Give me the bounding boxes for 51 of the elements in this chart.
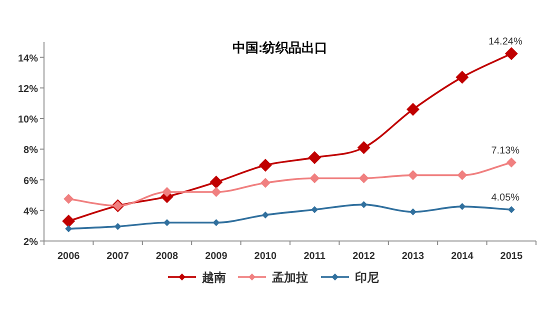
data-label: 14.24% [488, 36, 522, 48]
y-tick-label: 8% [24, 145, 38, 156]
point [360, 201, 368, 208]
x-tick-label: 2015 [500, 251, 523, 262]
point [260, 178, 270, 188]
x-tick-label: 2009 [205, 251, 228, 262]
point [311, 206, 318, 214]
y-tick-label: 12% [18, 84, 38, 95]
point [162, 187, 172, 198]
x-tick-label: 2013 [402, 251, 425, 262]
point [508, 206, 515, 214]
y-tick-label: 2% [24, 237, 38, 248]
point [64, 194, 74, 204]
point [210, 176, 223, 189]
point [408, 170, 418, 180]
point [458, 203, 466, 210]
point [456, 70, 469, 84]
x-tick-label: 2006 [57, 251, 80, 262]
x-tick-label: 2014 [451, 251, 474, 262]
point [258, 158, 272, 172]
point [406, 102, 420, 116]
point [357, 141, 370, 154]
point [410, 208, 416, 216]
point [310, 173, 320, 184]
point [212, 219, 220, 226]
y-tick-label: 4% [24, 206, 38, 218]
data-label: 7.13% [491, 145, 520, 156]
x-tick-label: 2011 [304, 251, 326, 262]
point [457, 170, 468, 180]
point [211, 187, 222, 198]
point [62, 214, 76, 228]
point [358, 173, 369, 184]
x-tick-label: 2007 [106, 251, 130, 262]
point [65, 225, 72, 232]
point [308, 151, 322, 164]
legend-label: 印尼 [355, 270, 379, 284]
point [262, 211, 269, 218]
y-tick-label: 14% [18, 53, 38, 64]
point [504, 47, 518, 60]
point [506, 157, 516, 168]
chart-title: 中国:纺织品出口 [232, 40, 328, 55]
legend-label: 孟加拉 [271, 270, 308, 284]
x-tick-label: 2012 [352, 251, 376, 262]
y-tick-label: 10% [18, 114, 38, 126]
x-tick-label: 2008 [156, 251, 179, 262]
x-tick-label: 2010 [254, 251, 277, 262]
y-tick-label: 6% [24, 176, 38, 187]
point [164, 219, 170, 226]
data-label: 4.05% [491, 192, 520, 204]
point [114, 222, 122, 230]
legend-label: 越南 [201, 270, 226, 284]
